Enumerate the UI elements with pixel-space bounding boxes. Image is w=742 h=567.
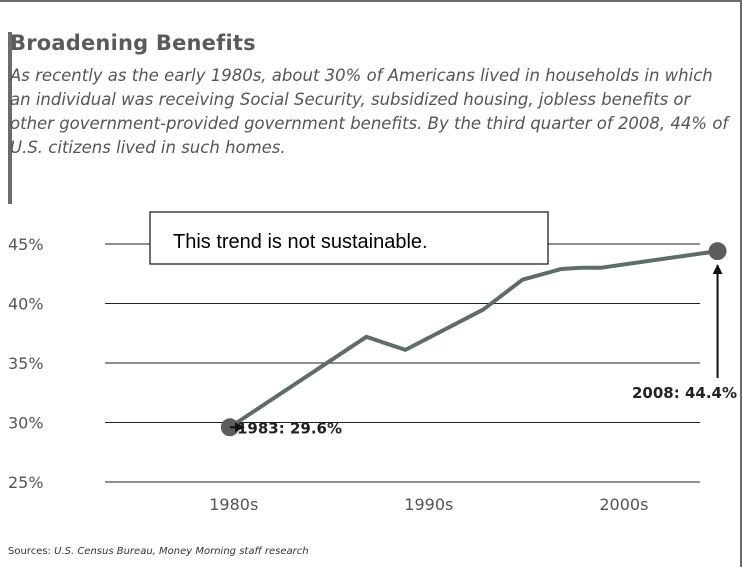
title-accent-bar	[8, 32, 12, 204]
start-point-marker	[220, 418, 239, 437]
source-note: Sources: U.S. Census Bureau, Money Morni…	[8, 546, 309, 557]
source-label: Sources:	[8, 546, 51, 557]
series-line	[227, 249, 720, 430]
x-tick-label: 1980s	[209, 495, 258, 514]
callout-text: This trend is not sustainable.	[173, 231, 428, 253]
end-annotation-label: 2008: 44.4%	[632, 384, 737, 402]
x-tick-label: 2000s	[599, 495, 648, 514]
y-tick-label: 40%	[8, 295, 44, 314]
end-point-marker	[708, 242, 727, 261]
x-tick-label: 1990s	[404, 495, 453, 514]
y-tick-label: 35%	[8, 354, 44, 373]
y-tick-label: 25%	[8, 473, 44, 492]
y-tick-label: 45%	[8, 235, 44, 254]
start-annotation-label: 1983: 29.6%	[237, 419, 342, 437]
chart-subtitle: As recently as the early 1980s, about 30…	[10, 66, 729, 157]
y-tick-label: 30%	[8, 414, 44, 433]
source-text: U.S. Census Bureau, Money Morning staff …	[54, 546, 309, 557]
chart-title: Broadening Benefits	[10, 31, 256, 55]
callout-box	[149, 211, 549, 265]
